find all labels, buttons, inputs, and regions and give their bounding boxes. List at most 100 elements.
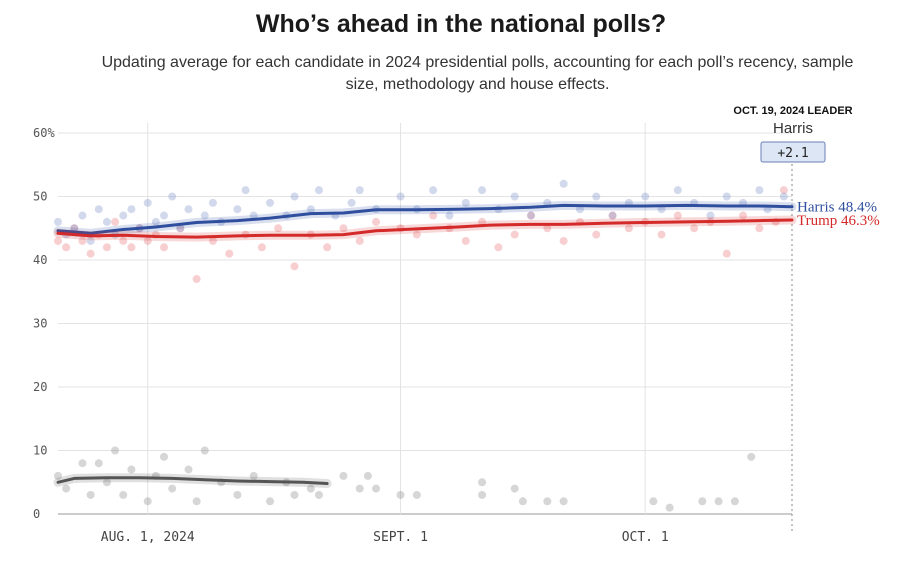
kennedy-poll-dot	[396, 490, 405, 499]
kennedy-poll-dot	[266, 497, 275, 506]
kennedy-poll-dot	[102, 478, 111, 487]
harris-poll-dot	[290, 192, 299, 201]
trump-poll-dot	[78, 236, 87, 245]
x-tick-label: OCT. 1	[622, 530, 669, 545]
trump-poll-dot	[527, 211, 536, 220]
trump-poll-dot	[755, 224, 764, 233]
grid	[58, 123, 792, 515]
trump-poll-dot	[119, 236, 128, 245]
trump-poll-dot	[739, 211, 748, 220]
kennedy-poll-dot	[78, 459, 87, 468]
kennedy-poll-dot	[372, 484, 381, 493]
kennedy-poll-dot	[127, 465, 136, 474]
trump-poll-dot	[779, 186, 788, 195]
harris-poll-dot	[208, 198, 217, 207]
leader-date-label: OCT. 19, 2024 LEADER	[733, 105, 852, 117]
trump-poll-dot	[62, 243, 71, 252]
harris-poll-dot	[641, 192, 650, 201]
x-tick-label: AUG. 1, 2024	[101, 530, 195, 545]
trump-poll-dot	[494, 243, 503, 252]
trump-poll-dot	[429, 211, 438, 220]
kennedy-poll-dot	[714, 497, 723, 506]
trump-poll-dot	[657, 230, 666, 239]
harris-poll-dot	[355, 186, 364, 195]
harris-poll-dot	[314, 186, 323, 195]
harris-poll-dot	[160, 211, 169, 220]
harris-poll-dot	[527, 211, 536, 220]
trump-poll-dot	[176, 224, 185, 233]
y-tick-label: 10	[33, 444, 47, 458]
harris-poll-dot	[673, 186, 682, 195]
y-tick-label: 50	[33, 190, 47, 204]
trump-poll-dot	[208, 236, 217, 245]
harris-poll-dot	[119, 211, 128, 220]
harris-poll-dot	[755, 186, 764, 195]
trump-poll-dot	[510, 230, 519, 239]
kennedy-poll-dot	[86, 490, 95, 499]
kennedy-poll-dot	[478, 478, 487, 487]
harris-poll-dot	[510, 192, 519, 201]
trump-poll-dot	[478, 217, 487, 226]
kennedy-poll-dot	[119, 490, 128, 499]
kennedy-poll-dot	[184, 465, 193, 474]
trump-poll-dot	[543, 224, 552, 233]
harris-poll-dot	[266, 198, 275, 207]
kennedy-poll-dot	[192, 497, 201, 506]
harris-poll-dot	[86, 236, 95, 245]
trump-end-label: Trump 46.3%	[797, 213, 880, 229]
kennedy-poll-dot	[143, 497, 152, 506]
kennedy-poll-dot	[543, 497, 552, 506]
kennedy-poll-dot	[62, 484, 71, 493]
trump-poll-dot	[111, 217, 120, 226]
harris-poll-dot	[575, 205, 584, 214]
harris-poll-dot	[445, 211, 454, 220]
harris-poll-dot	[143, 198, 152, 207]
harris-poll-dot	[249, 211, 258, 220]
kennedy-poll-dot	[478, 490, 487, 499]
kennedy-poll-dot	[665, 503, 674, 512]
kennedy-poll-dot	[698, 497, 707, 506]
kennedy-poll-dot	[160, 452, 169, 461]
harris-poll-dot	[70, 224, 79, 233]
kennedy-poll-dot	[559, 497, 568, 506]
harris-poll-dot	[347, 198, 356, 207]
axes: 0 10 20 30 40 50 60% AUG. 1, 2024 SEPT. 1 OCT. 1	[33, 126, 793, 545]
trump-poll-dot	[143, 236, 152, 245]
trump-poll-dot	[160, 243, 169, 252]
kennedy-poll-dot	[111, 446, 120, 455]
harris-poll-dot	[184, 205, 193, 214]
trump-poll-dot	[192, 275, 201, 284]
harris-poll-dot	[168, 192, 177, 201]
kennedy-poll-dot	[94, 459, 103, 468]
leader-margin: +2.1	[777, 146, 808, 161]
chart-title: Who’s ahead in the national polls?	[255, 10, 667, 38]
harris-end-label: Harris 48.4%	[797, 200, 877, 216]
kennedy-poll-dot	[412, 490, 421, 499]
kennedy-poll-dot	[518, 497, 527, 506]
harris-poll-dot	[779, 192, 788, 201]
harris-poll-dot	[78, 211, 87, 220]
harris-poll-dot	[559, 179, 568, 188]
trump-average-line	[56, 218, 794, 239]
kennedy-poll-dot	[233, 490, 242, 499]
trump-poll-dot	[54, 236, 62, 245]
leader-panel: OCT. 19, 2024 LEADER Harris +2.1	[733, 105, 853, 163]
trump-poll-dot	[624, 224, 633, 233]
trump-poll-dot	[323, 243, 332, 252]
harris-poll-dot	[608, 211, 617, 220]
kennedy-poll-dot	[168, 484, 177, 493]
harris-poll-dot	[429, 186, 438, 195]
kennedy-poll-dot	[730, 497, 739, 506]
harris-poll-dot	[706, 211, 715, 220]
trump-poll-dot	[257, 243, 266, 252]
trump-poll-dot	[127, 243, 136, 252]
harris-poll-dot	[722, 192, 731, 201]
y-tick-label: 60%	[33, 126, 55, 140]
series-end-labels: Harris 48.4%Trump 46.3%	[797, 200, 880, 229]
leader-margin-box	[760, 141, 826, 163]
kennedy-poll-dot	[339, 471, 348, 480]
harris-poll-dot	[200, 211, 209, 220]
trump-poll-dot	[274, 224, 283, 233]
harris-poll-dot	[127, 205, 136, 214]
trump-poll-dot	[225, 249, 234, 258]
